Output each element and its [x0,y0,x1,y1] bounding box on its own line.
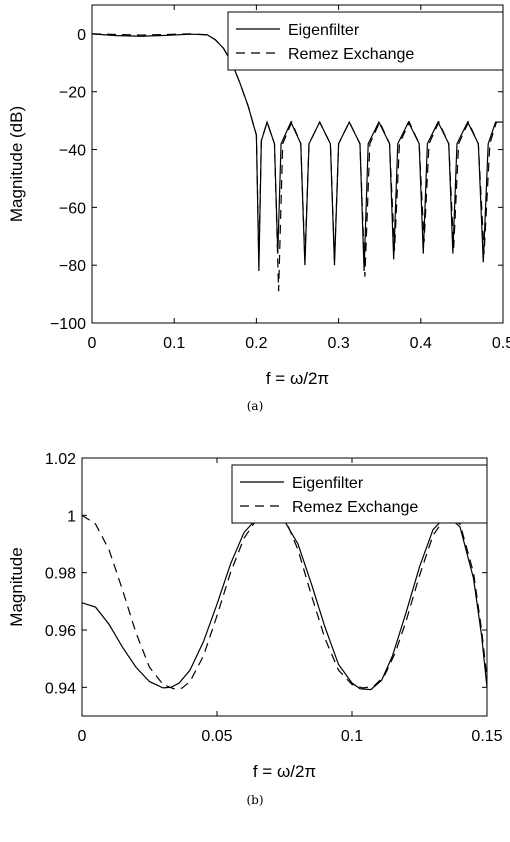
y-tick-label: 0.96 [45,623,76,640]
y-tick-label: −20 [59,85,86,102]
legend-label: Remez Exchange [288,46,414,63]
x-tick-label: 0.05 [201,728,232,745]
legend-label: Eigenfilter [292,475,364,492]
x-tick-label: 0.15 [471,728,502,745]
x-tick-label: 0.2 [245,335,267,352]
plot-frame [81,457,488,717]
figure-caption: (a) [247,399,264,413]
series-line-remez-exchange [92,33,503,292]
legend-label: Eigenfilter [288,22,360,39]
legend-box [227,11,504,71]
chart-1: 0 0.05 0.1 0.15 0.94 0.96 0.98 1 1.02 f = ω/2π Mag… [7,451,503,807]
y-tick-label: −60 [59,200,86,217]
x-axis-label: f = ω/2π [253,762,316,781]
y-axis-label: Magnitude [7,547,26,626]
y-tick-label: −100 [50,316,86,333]
x-tick-label: 0 [88,335,97,352]
y-tick-label: 0.98 [45,566,76,583]
chart-0: 0 0.1 0.2 0.3 0.4 0.5 0 −20 −40 −60 −80 −100 f = ω/2… [7,4,510,413]
x-tick-label: 0.4 [410,335,432,352]
y-tick-label: 0.94 [45,680,76,697]
legend-box [231,464,488,524]
y-axis-label: Magnitude (dB) [7,106,26,222]
legend: Eigenfilter Remez Exchange [231,464,488,524]
y-tick-label: −80 [59,258,86,275]
legend: Eigenfilter Remez Exchange [227,11,504,71]
x-tick-label: 0.3 [327,335,349,352]
x-tick-label: 0.1 [163,335,185,352]
x-tick-label: 0 [78,728,87,745]
y-tick-label: 1 [67,508,76,525]
series-line-eigenfilter [82,514,487,691]
y-tick-label: 0 [77,27,86,44]
figure-caption: (b) [246,793,263,807]
x-tick-label: 0.1 [341,728,363,745]
series-line-remez-exchange [82,514,487,690]
y-tick-label: 1.02 [45,451,76,468]
x-axis-label: f = ω/2π [266,369,329,388]
y-tick-label: −40 [59,143,86,160]
x-tick-label: 0.5 [492,335,510,352]
plot-frame [91,4,504,324]
legend-label: Remez Exchange [292,499,418,516]
